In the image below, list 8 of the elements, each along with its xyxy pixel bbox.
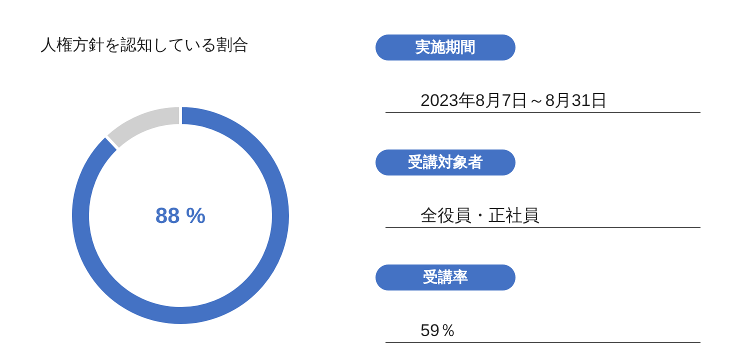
chart-title: 人権方針を認知している割合 — [40, 36, 248, 54]
text: 2023年8月7日～8月31日 — [420, 91, 608, 110]
text: 59％ — [420, 321, 456, 340]
text: 受講対象者 — [407, 153, 483, 171]
text: 全役員・正社員 — [420, 206, 540, 225]
text: 実施期間 — [414, 38, 476, 56]
data-label: 88 % — [155, 203, 206, 228]
text: 受講率 — [422, 268, 468, 286]
